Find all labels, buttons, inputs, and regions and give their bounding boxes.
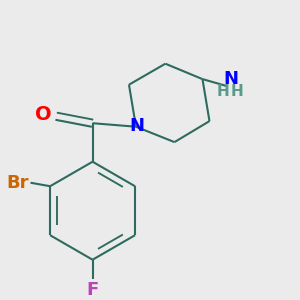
- Text: N: N: [223, 70, 238, 88]
- Text: F: F: [86, 281, 99, 299]
- Text: O: O: [35, 105, 52, 124]
- Text: H: H: [216, 84, 229, 99]
- Text: H: H: [230, 84, 243, 99]
- Text: N: N: [129, 117, 144, 135]
- Text: Br: Br: [6, 174, 28, 192]
